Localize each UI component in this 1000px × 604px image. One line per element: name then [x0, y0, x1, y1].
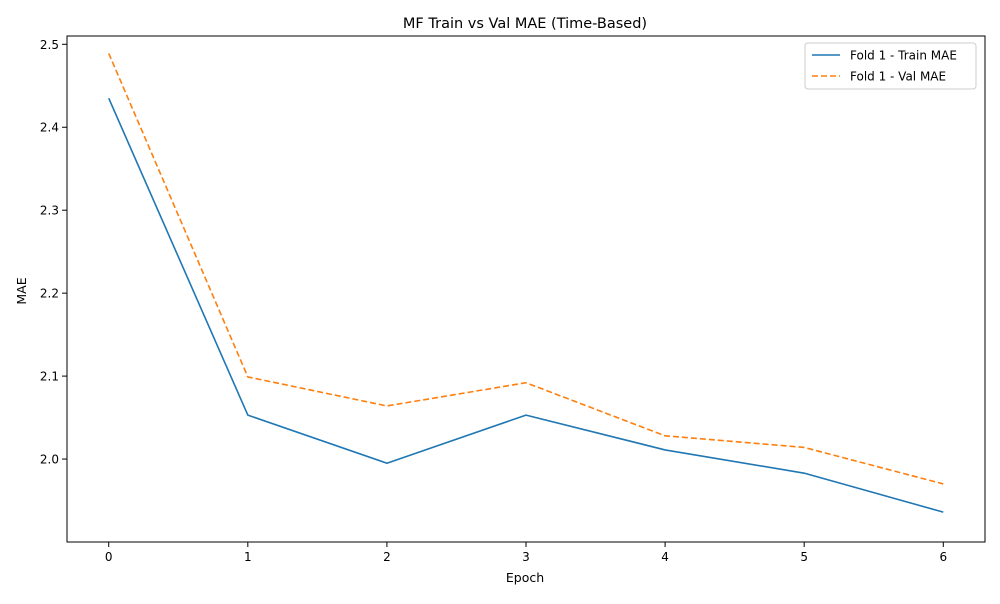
y-tick-label: 2.5: [40, 38, 59, 52]
y-tick-label: 2.3: [40, 204, 59, 218]
legend-label: Fold 1 - Train MAE: [850, 49, 957, 63]
series-line-val-mae: [107, 53, 944, 485]
x-tick-label: 3: [522, 550, 530, 564]
y-tick-label: 2.0: [40, 453, 59, 467]
x-tick-label: 0: [105, 550, 113, 564]
x-tick-label: 5: [800, 550, 808, 564]
x-tick-label: 6: [939, 550, 947, 564]
legend-label: Fold 1 - Val MAE: [850, 70, 946, 84]
chart-title: MF Train vs Val MAE (Time-Based): [403, 16, 647, 32]
x-axis-label: Epoch: [506, 570, 544, 585]
legend-box: [804, 42, 977, 90]
plot-frame: [66, 35, 986, 543]
x-tick-label: 2: [383, 550, 391, 564]
series-line-train-mae: [107, 97, 944, 513]
y-tick-label: 2.2: [40, 287, 59, 301]
y-tick-label: 2.1: [40, 370, 59, 384]
plot-area: 0 1 2 3 4 5 6 2.0 2.1 2.2 2.3 2.4 2.5: [40, 35, 986, 564]
x-tick-label: 4: [661, 550, 669, 564]
x-tick-label: 1: [244, 550, 252, 564]
y-tick-label: 2.4: [40, 121, 59, 135]
y-axis-label: MAE: [14, 277, 29, 304]
legend: Fold 1 - Train MAE Fold 1 - Val MAE: [804, 42, 977, 90]
